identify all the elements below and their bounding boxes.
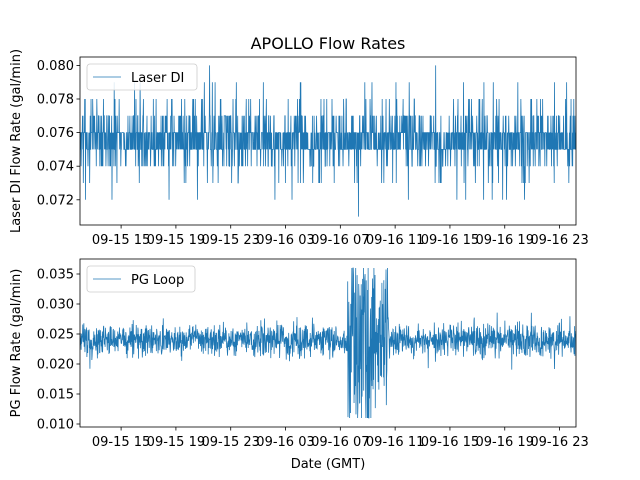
- pg-loop-series-line: [80, 267, 576, 419]
- x-axis-label: Date (GMT): [291, 457, 366, 472]
- pg-loop-ytick-label: 0.025: [37, 328, 74, 343]
- pg-loop-ylabel: PG Flow Rate (gal/min): [9, 269, 24, 418]
- pg-loop-xtick-label: 09-15 15: [92, 435, 150, 450]
- laser-di-xtick-label: 09-15 23: [201, 233, 259, 248]
- pg-loop-xtick-label: 09-16 11: [366, 435, 424, 450]
- pg-loop-xtick-label: 09-16 23: [530, 435, 588, 450]
- pg-loop-legend-label: PG Loop: [131, 273, 184, 288]
- chart-title: APOLLO Flow Rates: [251, 34, 406, 53]
- pg-loop-xtick-label: 09-16 19: [476, 435, 534, 450]
- laser-di-ytick-label: 0.078: [37, 93, 74, 108]
- pg-loop-xtick-label: 09-15 23: [201, 435, 259, 450]
- laser-di-plot-frame: [79, 56, 577, 226]
- laser-di-ytick-label: 0.080: [37, 59, 74, 74]
- laser-di-xtick-label: 09-16 23: [530, 233, 588, 248]
- laser-di-xtick-label: 09-15 19: [147, 233, 205, 248]
- laser-di-xtick-label: 09-16 03: [256, 233, 314, 248]
- pg-loop-ytick-label: 0.035: [37, 268, 74, 283]
- pg-loop-legend-box: [86, 265, 196, 293]
- laser-di-legend-label: Laser DI: [131, 71, 184, 86]
- pg-loop-plot-frame: [79, 258, 577, 428]
- laser-di-xtick-label: 09-15 15: [92, 233, 150, 248]
- pg-loop-xtick-label: 09-16 15: [421, 435, 479, 450]
- pg-loop-xtick-label: 09-16 03: [256, 435, 314, 450]
- pg-loop-ytick-label: 0.030: [37, 298, 74, 313]
- laser-di-legend-box: [86, 63, 198, 91]
- pg-loop-xtick-label: 09-15 19: [147, 435, 205, 450]
- laser-di-xtick-label: 09-16 19: [476, 233, 534, 248]
- laser-di-ytick-label: 0.072: [37, 193, 74, 208]
- pg-loop-xtick-label: 09-16 07: [311, 435, 369, 450]
- pg-loop-ytick-label: 0.020: [37, 358, 74, 373]
- laser-di-series-line: [80, 65, 576, 217]
- laser-di-ytick-label: 0.076: [37, 126, 74, 141]
- pg-loop-ytick-label: 0.015: [37, 388, 74, 403]
- laser-di-xtick-label: 09-16 15: [421, 233, 479, 248]
- laser-di-ylabel: Laser DI Flow Rate (gal/min): [9, 49, 24, 233]
- pg-loop-ytick-label: 0.010: [37, 418, 74, 433]
- laser-di-xtick-label: 09-16 11: [366, 233, 424, 248]
- laser-di-ytick-label: 0.074: [37, 160, 74, 175]
- laser-di-xtick-label: 09-16 07: [311, 233, 369, 248]
